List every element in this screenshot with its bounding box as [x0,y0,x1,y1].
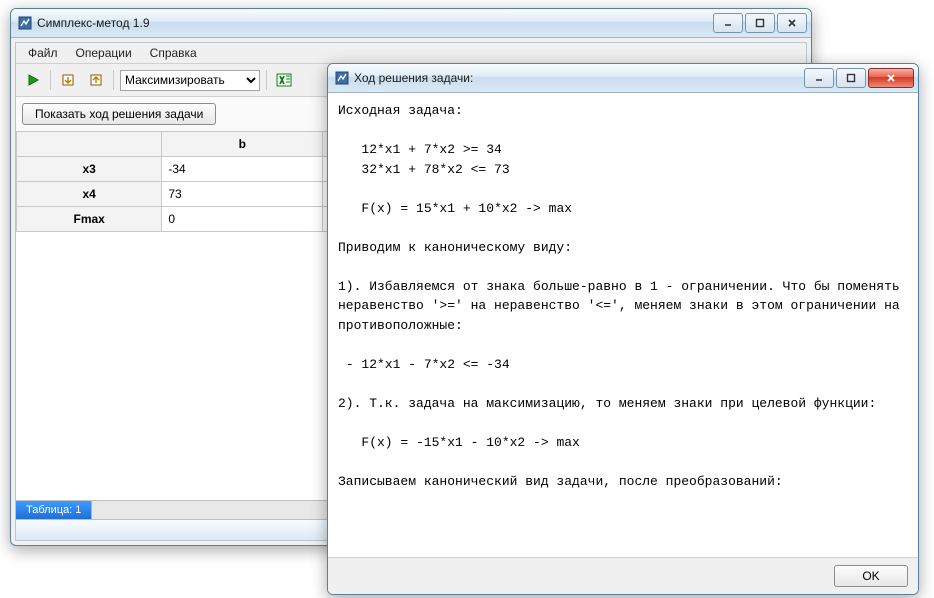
menu-file[interactable]: Файл [20,44,66,62]
dialog-close-button[interactable] [868,68,914,88]
toolbar-separator [50,70,51,90]
tab-table-1[interactable]: Таблица: 1 [16,501,92,519]
dialog-titlebar[interactable]: Ход решения задачи: [328,64,918,93]
dialog-icon [334,70,350,86]
run-icon[interactable] [22,69,44,91]
row-header-Fmax[interactable]: Fmax [17,207,162,232]
toolbar-separator [266,70,267,90]
ok-button[interactable]: OK [834,565,908,587]
dialog-minimize-button[interactable] [804,68,834,88]
show-solution-button[interactable]: Показать ход решения задачи [22,103,216,125]
row-header-x3[interactable]: x3 [17,157,162,182]
main-titlebar[interactable]: Симплекс-метод 1.9 [11,9,811,38]
menubar: Файл Операции Справка [16,43,806,64]
minimize-button[interactable] [713,13,743,33]
solution-text[interactable]: Исходная задача: 12*x1 + 7*x2 >= 34 32*x… [328,93,918,557]
dialog-maximize-button[interactable] [836,68,866,88]
app-icon [17,15,33,31]
export-icon[interactable] [85,69,107,91]
dialog-footer: OK [328,557,918,594]
excel-icon[interactable] [273,69,295,91]
solution-dialog: Ход решения задачи: Исходная задача: 12*… [327,63,919,595]
menu-operations[interactable]: Операции [68,44,140,62]
column-b[interactable]: b [162,132,323,157]
cell[interactable]: 0 [162,207,323,232]
dialog-body: Исходная задача: 12*x1 + 7*x2 >= 34 32*x… [328,93,918,594]
cell[interactable]: -34 [162,157,323,182]
cell[interactable]: 73 [162,182,323,207]
menu-help[interactable]: Справка [142,44,205,62]
column-rowheader[interactable] [17,132,162,157]
dialog-title: Ход решения задачи: [354,71,802,85]
dialog-window-controls [802,68,914,88]
main-title: Симплекс-метод 1.9 [37,16,711,30]
import-icon[interactable] [57,69,79,91]
row-header-x4[interactable]: x4 [17,182,162,207]
maximize-button[interactable] [745,13,775,33]
toolbar-separator [113,70,114,90]
optimize-select[interactable]: МаксимизироватьМинимизировать [120,70,260,91]
close-button[interactable] [777,13,807,33]
main-window-controls [711,13,807,33]
